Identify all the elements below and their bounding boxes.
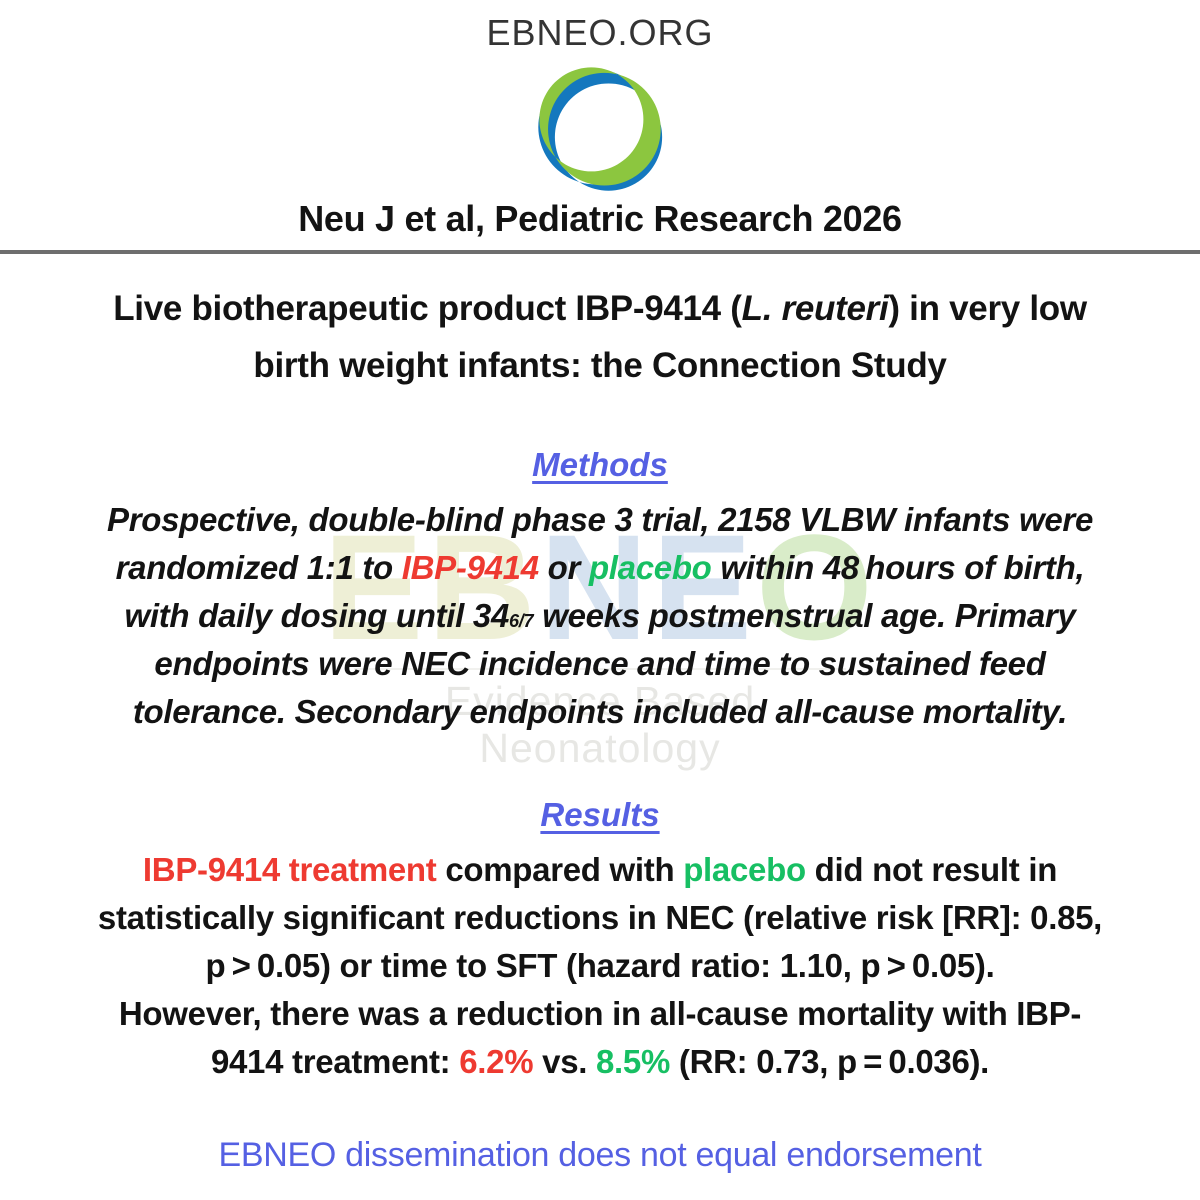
- methods-text: Prospective, double-blind phase 3 trial,…: [106, 501, 1094, 730]
- abstract-content: EBNEO.ORG Neu J et al, Pediatric Researc…: [0, 12, 1200, 1174]
- ebneo-logo-icon: [0, 62, 1200, 194]
- disclaimer-text: EBNEO dissemination does not equal endor…: [218, 1136, 982, 1174]
- results-heading: Results: [540, 796, 660, 833]
- divider: [0, 250, 1200, 254]
- results-text: IBP-9414 treatment compared with placebo…: [97, 851, 1103, 1080]
- study-title: Live biotherapeutic product IBP-9414 (L.…: [113, 289, 1087, 385]
- site-url: EBNEO.ORG: [486, 12, 714, 53]
- methods-heading: Methods: [532, 446, 668, 483]
- citation: Neu J et al, Pediatric Research 2026: [298, 198, 902, 239]
